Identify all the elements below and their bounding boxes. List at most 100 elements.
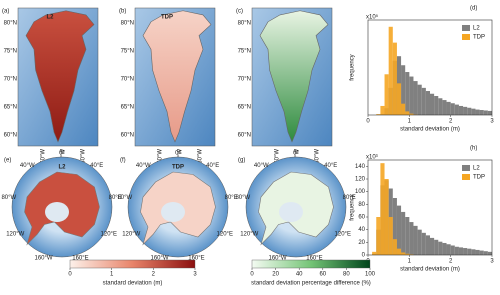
- lat-label: 75°N: [238, 49, 251, 55]
- y-tick-label: 120: [355, 177, 366, 183]
- x-tick-label: 1: [408, 259, 412, 265]
- lon-label: 120°W: [122, 232, 140, 238]
- panel-letter: (d): [470, 6, 477, 12]
- bar: [483, 110, 488, 115]
- y-multiplier: x10⁵: [366, 14, 379, 21]
- legend-swatch: [462, 165, 470, 171]
- y-axis-label: frequency: [350, 194, 356, 220]
- bar: [392, 42, 397, 115]
- panel-letter: (h): [470, 146, 477, 152]
- legend-label: L2: [473, 26, 480, 32]
- ice-shelf: [161, 202, 185, 222]
- lon-label: 80°E: [225, 195, 238, 201]
- bar: [458, 105, 464, 115]
- plot-frame: [367, 19, 493, 116]
- lat-label: 60°N: [4, 133, 17, 139]
- bar: [409, 76, 414, 115]
- y-tick-label: 80: [358, 202, 365, 208]
- greenland: [25, 10, 95, 143]
- bar: [421, 232, 426, 255]
- bar: [463, 248, 468, 255]
- bar: [467, 248, 472, 255]
- lat-label: 75°N: [121, 49, 134, 55]
- bar: [380, 163, 385, 255]
- lat-label: 60°N: [238, 133, 251, 139]
- x-tick-label: 20: [272, 272, 279, 278]
- lat-label: 80°N: [238, 21, 251, 27]
- panel-letter: (a): [2, 9, 9, 15]
- x-axis-label: standard deviation (m): [400, 267, 460, 273]
- bar: [442, 242, 447, 255]
- lon-label: 80°E: [343, 195, 356, 201]
- bar: [401, 252, 406, 255]
- x-tick-label: 2: [152, 272, 156, 278]
- bar: [405, 111, 410, 115]
- lon-label: 0°: [293, 151, 299, 157]
- lon-label: 160°E: [188, 255, 204, 261]
- bar: [487, 251, 492, 255]
- lon-label: 40°E: [324, 163, 337, 169]
- lat-label: 80°N: [4, 21, 17, 27]
- bar: [413, 81, 418, 115]
- lat-label: 80°N: [121, 21, 134, 27]
- lon-label: 40°W: [178, 149, 184, 164]
- lon-label: 40°W: [254, 163, 269, 169]
- y-tick-label: 100: [355, 189, 366, 195]
- bar: [405, 253, 410, 255]
- bar: [446, 244, 451, 255]
- x-tick-label: 3: [193, 272, 197, 278]
- lon-label: 40°W: [20, 163, 35, 169]
- panel-letter: (b): [119, 9, 126, 15]
- x-tick-label: 100: [365, 272, 376, 278]
- lon-label: 120°E: [217, 232, 233, 238]
- x-tick-label: 0: [250, 272, 254, 278]
- legend-swatch: [462, 34, 470, 40]
- bar: [409, 222, 414, 255]
- bar: [458, 247, 464, 255]
- colorbar-label: standard deviation (m): [103, 281, 163, 287]
- y-tick-label: 140: [355, 164, 366, 170]
- legend-label: TDP: [473, 35, 485, 41]
- lat-label: 75°N: [4, 49, 17, 55]
- panel-letter: (c): [236, 9, 243, 15]
- bar: [380, 105, 385, 115]
- lon-label: 120°E: [101, 232, 117, 238]
- panel-letter: (g): [238, 158, 245, 164]
- bar: [454, 104, 459, 115]
- lon-label: 160°W: [150, 255, 168, 261]
- lon-label: 30°W: [81, 149, 87, 164]
- legend-label: TDP: [473, 175, 485, 181]
- legend-swatch: [462, 25, 470, 31]
- map-title: TDP: [161, 15, 173, 21]
- lon-label: 50°W: [275, 149, 281, 164]
- bar: [405, 72, 410, 115]
- x-tick-label: 1: [408, 119, 412, 125]
- bar: [446, 101, 451, 115]
- bar: [392, 239, 397, 255]
- lat-label: 60°N: [121, 133, 134, 139]
- bar: [388, 217, 393, 255]
- y-tick-label: 20: [358, 240, 365, 246]
- lon-label: 160°E: [306, 255, 322, 261]
- legend-swatch: [462, 174, 470, 180]
- greenland: [259, 10, 329, 143]
- bar: [471, 249, 476, 255]
- bar: [396, 83, 402, 115]
- bar: [405, 217, 410, 255]
- bar: [421, 87, 426, 115]
- bar: [438, 241, 443, 255]
- lat-label: 70°N: [121, 77, 134, 83]
- bar: [479, 250, 484, 255]
- lon-label: 120°E: [335, 232, 351, 238]
- bar: [467, 107, 472, 115]
- lon-label: 120°W: [6, 232, 24, 238]
- lon-label: 160°E: [72, 255, 88, 261]
- bar: [475, 249, 480, 255]
- lon-label: 50°W: [158, 149, 164, 164]
- bar: [396, 248, 402, 255]
- bar: [417, 84, 422, 115]
- bar: [450, 103, 455, 115]
- bar: [384, 179, 389, 255]
- x-tick-label: 3: [490, 119, 494, 125]
